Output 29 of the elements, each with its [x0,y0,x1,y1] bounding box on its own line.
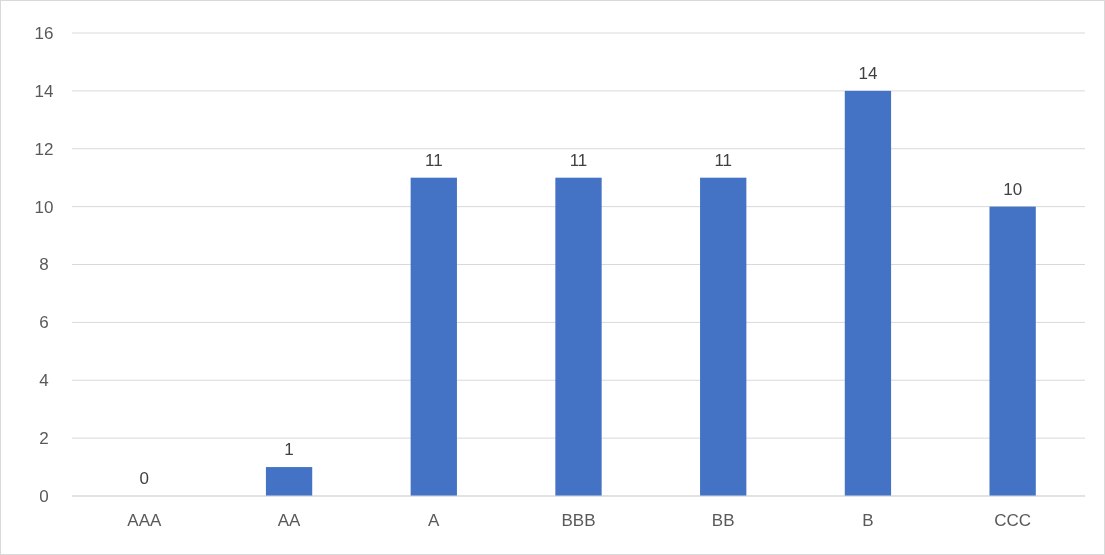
x-tick-label: B [862,511,874,530]
x-tick-label: A [428,511,441,530]
bar [555,177,602,496]
data-label: 11 [424,150,443,170]
x-tick-label: BB [711,511,735,530]
bar [410,177,457,496]
x-tick-label: BBB [561,511,596,530]
x-tick-label: CCC [994,511,1032,530]
data-label: 1 [284,440,294,460]
data-label: 11 [714,150,733,170]
bar [265,467,313,496]
y-tick-label: 6 [39,313,49,333]
y-tick-label: 16 [34,23,54,43]
data-label: 0 [139,469,150,488]
y-tick-label: 4 [39,371,49,391]
data-label: 10 [1003,179,1023,199]
x-tick-label: AAA [127,511,163,530]
bar [700,177,747,496]
y-tick-label: 10 [34,197,54,217]
bar [989,206,1036,496]
y-tick-label: 2 [39,429,49,449]
y-tick-label: 12 [34,139,54,159]
y-tick-label: 0 [39,486,49,506]
x-tick-label: AA [277,511,302,530]
y-tick-label: 14 [34,81,54,101]
bar [844,90,892,496]
y-tick-label: 8 [39,255,49,275]
data-label: 14 [858,63,878,83]
data-label: 11 [569,150,588,170]
